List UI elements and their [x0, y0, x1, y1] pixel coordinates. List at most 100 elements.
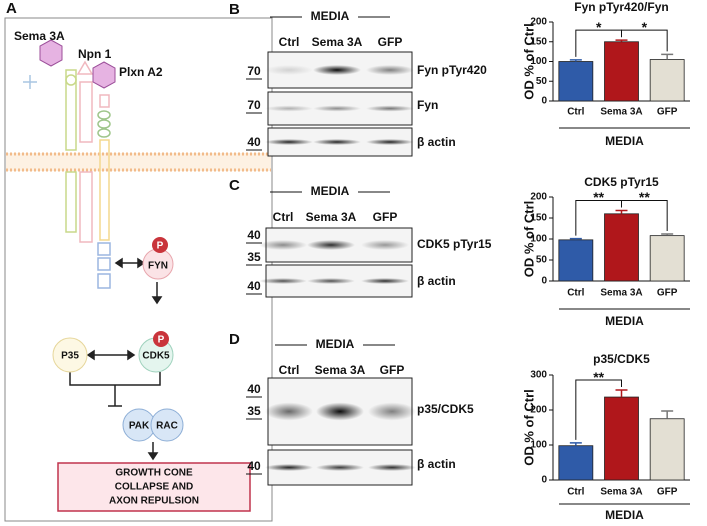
size-marker: 35 — [247, 250, 261, 264]
membrane — [6, 152, 271, 172]
size-marker: 40 — [247, 382, 261, 396]
condition-label: MEDIA — [311, 184, 350, 198]
label: Plxn A2 — [119, 65, 163, 79]
blot-label: β actin — [417, 274, 456, 288]
phospho — [153, 331, 169, 347]
bar — [649, 235, 685, 282]
label: FYN — [148, 261, 168, 272]
panel-letter: D — [229, 331, 240, 348]
lane-label: GFP — [373, 210, 398, 224]
blot-label: CDK5 pTyr15 — [417, 237, 492, 251]
band — [361, 240, 409, 250]
y-tick-label: 200 — [530, 405, 547, 416]
chart-title: CDK5 pTyr15 — [584, 175, 659, 189]
outcome-box — [57, 462, 251, 512]
x-tick-label: Ctrl — [567, 487, 584, 498]
label: Npn 1 — [78, 47, 112, 61]
outcome-text: GROWTH CONE — [115, 468, 193, 479]
significance-bracket — [621, 29, 668, 52]
outcome-text: AXON REPULSION — [109, 496, 199, 507]
band — [361, 278, 409, 284]
band — [366, 139, 414, 145]
lane-label: Ctrl — [273, 210, 294, 224]
x-tick-label: Sema 3A — [600, 107, 642, 118]
y-tick-label: 200 — [530, 192, 547, 203]
band — [265, 65, 313, 75]
significance-label: ** — [593, 369, 604, 385]
label: PAK — [129, 421, 150, 432]
band — [313, 105, 361, 112]
size-marker: 70 — [247, 98, 261, 112]
label: RAC — [156, 421, 178, 432]
band — [368, 464, 416, 471]
band — [259, 278, 307, 284]
label: P — [157, 241, 164, 252]
band — [307, 278, 355, 284]
panel-letter: B — [229, 1, 240, 18]
error-bar — [661, 410, 674, 419]
significance-label: * — [642, 19, 648, 35]
y-tick-label: 100 — [530, 440, 547, 451]
y-tick-label: 150 — [530, 213, 547, 224]
y-axis-label: OD % of Ctrl — [521, 23, 536, 100]
p35-node — [52, 337, 88, 373]
size-marker: 40 — [247, 135, 261, 149]
error-bar — [569, 237, 582, 240]
arrows — [69, 257, 163, 461]
chart-title: Fyn pTyr420/Fyn — [574, 0, 668, 14]
chart-title: p35/CDK5 — [593, 352, 650, 366]
band — [265, 139, 313, 145]
band — [259, 240, 307, 250]
bar — [604, 41, 639, 102]
error-bar — [615, 209, 628, 214]
x-axis-label: MEDIA — [605, 134, 644, 148]
y-tick-label: 100 — [530, 56, 547, 67]
y-tick-label: 200 — [530, 17, 547, 28]
band — [313, 139, 361, 145]
band — [368, 402, 416, 421]
label: CDK5 — [142, 351, 170, 362]
x-tick-label: GFP — [657, 487, 678, 498]
x-tick-label: Sema 3A — [600, 487, 642, 498]
blot-label: Fyn — [417, 98, 438, 112]
condition-label: MEDIA — [311, 9, 350, 23]
band — [366, 105, 414, 112]
y-tick-label: 0 — [541, 475, 547, 486]
x-axis-label: MEDIA — [605, 314, 644, 328]
band — [307, 240, 355, 250]
y-tick-label: 0 — [541, 96, 547, 107]
bar — [649, 418, 685, 481]
rac-node — [150, 408, 184, 442]
x-tick-label: Sema 3A — [600, 288, 642, 299]
bar — [649, 59, 685, 102]
band — [313, 65, 361, 75]
bar — [558, 445, 594, 481]
y-tick-label: 50 — [536, 255, 548, 266]
error-bar — [661, 53, 674, 60]
error-bar — [615, 389, 628, 398]
size-marker: 40 — [247, 279, 261, 293]
significance-label: ** — [593, 189, 604, 205]
band — [265, 402, 313, 421]
significance-label: * — [596, 19, 602, 35]
blot-label: β actin — [417, 135, 456, 149]
bar — [558, 61, 594, 102]
lane-label: Ctrl — [279, 35, 300, 49]
band — [316, 402, 364, 421]
bar — [604, 213, 639, 282]
bar — [558, 239, 594, 282]
size-marker: 40 — [247, 228, 261, 242]
sema-hexagon — [39, 39, 63, 67]
y-axis-label: OD % of Ctrl — [521, 389, 536, 466]
bar — [604, 396, 639, 481]
diagram-frame — [4, 17, 273, 522]
y-tick-label: 50 — [536, 76, 548, 87]
size-marker: 70 — [247, 64, 261, 78]
outcome-text: COLLAPSE AND — [115, 482, 194, 493]
size-marker: 40 — [247, 459, 261, 473]
blot-label: p35/CDK5 — [417, 402, 474, 416]
lane-label: Ctrl — [279, 363, 300, 377]
significance-label: ** — [639, 189, 650, 205]
lane-label: Sema 3A — [315, 363, 366, 377]
